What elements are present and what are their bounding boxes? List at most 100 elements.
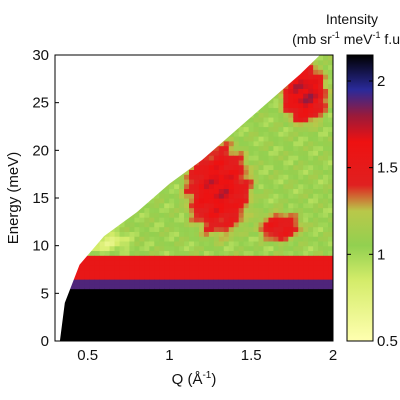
heatmap-cell	[248, 302, 255, 309]
heatmap-cell	[308, 74, 314, 80]
heatmap-cell	[179, 188, 185, 194]
heatmap-cell	[213, 269, 220, 275]
heatmap-cell	[263, 245, 270, 252]
heatmap-cell	[203, 321, 210, 328]
heatmap-cell	[84, 269, 91, 275]
heatmap-cell	[278, 174, 284, 180]
heatmap-cell	[149, 212, 155, 218]
heatmap-cell	[109, 312, 116, 318]
heatmap-cell	[218, 326, 225, 333]
heatmap-cell	[308, 178, 314, 185]
heatmap-cell	[298, 298, 304, 304]
heatmap-cell	[149, 321, 155, 328]
heatmap-cell	[328, 212, 333, 218]
heatmap-cell	[313, 283, 319, 290]
heatmap-cell	[283, 174, 289, 180]
heatmap-cell	[189, 198, 195, 204]
heatmap-cell	[79, 279, 86, 285]
heatmap-cell	[74, 312, 81, 318]
heatmap-cell	[273, 188, 279, 194]
heatmap-cell	[323, 107, 329, 113]
heatmap-cell	[109, 307, 116, 313]
heatmap-cell	[273, 207, 279, 213]
heatmap-cell	[139, 269, 145, 275]
heatmap-cell	[134, 269, 140, 275]
heatmap-cell	[298, 155, 304, 161]
heatmap-cell	[298, 140, 304, 147]
heatmap-cell	[293, 140, 299, 147]
heatmap-cell	[79, 331, 86, 337]
heatmap-cell	[223, 221, 230, 228]
heatmap-cell	[303, 240, 309, 247]
heatmap-cell	[159, 217, 165, 223]
heatmap-cell	[278, 116, 284, 123]
heatmap-cell	[169, 269, 175, 275]
heatmap-cell	[328, 159, 333, 166]
heatmap-cell	[64, 302, 71, 309]
heatmap-cell	[293, 178, 299, 185]
heatmap-cell	[228, 269, 235, 275]
heatmap-cell	[139, 321, 145, 328]
y-tick-label: 10	[32, 238, 49, 255]
heatmap-cell	[179, 298, 185, 304]
heatmap-cell	[268, 145, 275, 151]
heatmap-cell	[248, 240, 255, 247]
heatmap-cell	[273, 102, 279, 109]
heatmap-cell	[278, 93, 284, 99]
heatmap-cell	[134, 226, 140, 232]
heatmap-cell	[179, 198, 185, 204]
heatmap-cell	[159, 307, 165, 313]
heatmap-cell	[323, 74, 329, 80]
heatmap-cell	[119, 279, 126, 285]
heatmap-cell	[293, 198, 299, 204]
heatmap-cell	[283, 250, 289, 256]
heatmap-cell	[129, 283, 136, 290]
heatmap-cell	[129, 226, 136, 232]
heatmap-cell	[149, 245, 155, 252]
heatmap-cell	[159, 207, 165, 213]
heatmap-cell	[114, 259, 121, 266]
heatmap-cell	[169, 321, 175, 328]
heatmap-cell	[228, 226, 235, 232]
heatmap-cell	[238, 245, 245, 252]
heatmap-cell	[233, 150, 240, 156]
heatmap-cell	[99, 302, 106, 309]
heatmap-cell	[243, 155, 250, 161]
heatmap-cell	[308, 202, 314, 209]
heatmap-cell	[164, 202, 170, 209]
heatmap-cell	[154, 207, 160, 213]
heatmap-cell	[109, 269, 116, 275]
heatmap-cell	[218, 226, 225, 232]
heatmap-cell	[258, 302, 265, 309]
heatmap-cell	[139, 302, 145, 309]
heatmap-cell	[278, 255, 284, 261]
heatmap-cell	[298, 269, 304, 275]
heatmap-cell	[208, 226, 215, 232]
heatmap-cell	[318, 226, 324, 232]
heatmap-cell	[273, 112, 279, 118]
heatmap-cell	[298, 264, 304, 271]
heatmap-cell	[233, 259, 240, 266]
heatmap-cell	[303, 155, 309, 161]
heatmap-cell	[208, 198, 215, 204]
heatmap-cell	[129, 269, 136, 275]
heatmap-cell	[298, 202, 304, 209]
heatmap-cell	[293, 107, 299, 113]
heatmap-cell	[198, 331, 205, 337]
heatmap-cell	[198, 298, 205, 304]
heatmap-cell	[268, 336, 275, 341]
heatmap-cell	[328, 74, 333, 80]
heatmap-cell	[174, 202, 180, 209]
heatmap-cell	[303, 121, 309, 128]
heatmap-cell	[213, 298, 220, 304]
heatmap-cell	[273, 164, 279, 170]
heatmap-cell	[203, 236, 210, 242]
heatmap-cell	[99, 293, 106, 299]
heatmap-cell	[318, 207, 324, 213]
heatmap-cell	[174, 269, 180, 275]
heatmap-cell	[278, 198, 284, 204]
heatmap-cell	[303, 317, 309, 323]
heatmap-cell	[308, 102, 314, 109]
heatmap-cell	[89, 321, 96, 328]
heatmap-cell	[228, 159, 235, 166]
